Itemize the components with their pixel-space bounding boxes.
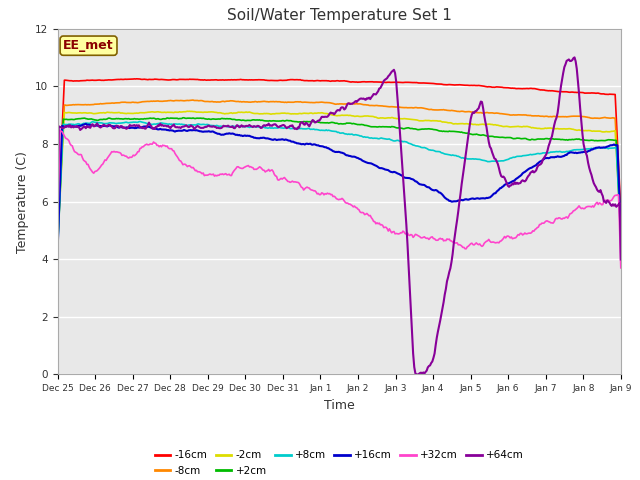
+2cm [605, 137, 612, 143]
+64cm [358, 96, 366, 102]
+2cm [179, 115, 187, 120]
+8cm [617, 235, 625, 241]
-8cm [617, 222, 625, 228]
Line: -8cm: -8cm [58, 100, 621, 240]
+16cm [617, 228, 625, 234]
-2cm [516, 124, 524, 130]
Title: Soil/Water Temperature Set 1: Soil/Water Temperature Set 1 [227, 9, 452, 24]
Line: +16cm: +16cm [58, 124, 621, 251]
Line: -16cm: -16cm [58, 79, 621, 228]
+8cm [516, 153, 524, 159]
+8cm [360, 134, 367, 140]
+64cm [516, 180, 524, 186]
+16cm [82, 121, 90, 127]
Line: +32cm: +32cm [58, 130, 621, 268]
Line: -2cm: -2cm [58, 111, 621, 244]
-16cm [390, 79, 398, 85]
+8cm [323, 127, 330, 133]
+32cm [617, 265, 625, 271]
+2cm [516, 136, 524, 142]
+32cm [323, 191, 330, 197]
-8cm [390, 104, 398, 110]
+2cm [390, 124, 398, 130]
-2cm [360, 113, 367, 119]
Text: EE_met: EE_met [63, 39, 114, 52]
+64cm [54, 206, 61, 212]
+2cm [360, 122, 367, 128]
-16cm [323, 78, 330, 84]
-16cm [360, 79, 367, 84]
+16cm [360, 158, 367, 164]
+8cm [326, 128, 333, 133]
Y-axis label: Temperature (C): Temperature (C) [16, 151, 29, 252]
-16cm [54, 225, 61, 230]
+32cm [360, 210, 367, 216]
+16cm [54, 248, 61, 253]
-8cm [360, 102, 367, 108]
-16cm [605, 92, 612, 97]
-8cm [323, 100, 330, 106]
-2cm [390, 115, 398, 121]
+64cm [324, 113, 332, 119]
+64cm [571, 55, 579, 60]
-2cm [184, 108, 191, 114]
+64cm [414, 372, 422, 377]
-8cm [516, 112, 524, 118]
Line: +64cm: +64cm [58, 58, 621, 374]
X-axis label: Time: Time [324, 399, 355, 412]
+64cm [321, 114, 329, 120]
+64cm [605, 200, 613, 205]
+8cm [390, 138, 398, 144]
-8cm [326, 100, 333, 106]
+8cm [136, 119, 144, 124]
-2cm [323, 110, 330, 116]
+32cm [326, 191, 333, 196]
+32cm [390, 228, 398, 234]
+32cm [56, 127, 64, 133]
+16cm [516, 173, 524, 179]
+32cm [605, 197, 612, 203]
+8cm [54, 247, 61, 253]
-16cm [516, 86, 524, 92]
Line: +8cm: +8cm [58, 121, 621, 250]
+64cm [389, 68, 397, 73]
-2cm [54, 241, 61, 247]
-8cm [605, 115, 612, 121]
+8cm [605, 146, 612, 152]
-2cm [326, 111, 333, 117]
-2cm [617, 229, 625, 235]
+2cm [54, 244, 61, 250]
-16cm [326, 78, 333, 84]
-8cm [189, 97, 197, 103]
+32cm [516, 230, 524, 236]
-16cm [617, 209, 625, 215]
+64cm [617, 257, 625, 263]
-16cm [132, 76, 140, 82]
Legend: -16cm, -8cm, -2cm, +2cm, +8cm, +16cm, +32cm, +64cm: -16cm, -8cm, -2cm, +2cm, +8cm, +16cm, +3… [150, 446, 528, 480]
Line: +2cm: +2cm [58, 118, 621, 247]
-8cm [54, 237, 61, 242]
+16cm [326, 146, 333, 152]
+16cm [390, 169, 398, 175]
+16cm [605, 144, 612, 149]
-2cm [605, 129, 612, 134]
+2cm [617, 231, 625, 237]
+32cm [54, 226, 61, 232]
+16cm [323, 144, 330, 150]
+2cm [326, 120, 333, 126]
+2cm [323, 120, 330, 126]
